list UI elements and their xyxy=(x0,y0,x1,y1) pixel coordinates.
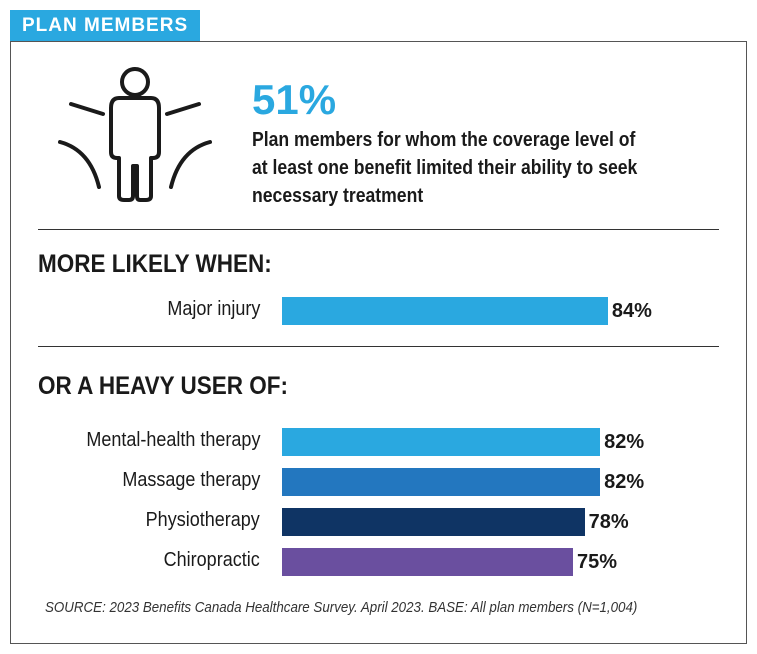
bar xyxy=(282,548,573,576)
bar-label: Chiropractic xyxy=(163,549,260,571)
bar xyxy=(282,297,608,325)
divider xyxy=(38,229,719,230)
person-icon xyxy=(58,67,212,202)
bar-label: Major injury xyxy=(166,298,260,320)
bar-value-label: 75% xyxy=(577,551,618,573)
divider xyxy=(38,346,719,347)
bar-label: Physiotherapy xyxy=(145,509,260,531)
infographic-frame xyxy=(10,41,747,644)
bar xyxy=(282,468,601,496)
chart-title-more-likely: MORE LIKELY WHEN: xyxy=(38,250,272,278)
bar-label: Mental-health therapy xyxy=(85,429,260,451)
headline-description: Plan members for whom the coverage level… xyxy=(252,129,638,207)
chart-title-heavy-user: OR A HEAVY USER OF: xyxy=(38,372,289,400)
section-tag: PLAN MEMBERS xyxy=(10,10,201,41)
bar xyxy=(282,428,601,456)
bar-label: Massage therapy xyxy=(121,469,260,491)
bar-value-label: 78% xyxy=(588,511,629,533)
headline-stat: 51% xyxy=(252,76,337,123)
source-note: SOURCE: 2023 Benefits Canada Healthcare … xyxy=(45,600,638,616)
bar xyxy=(282,508,585,536)
bar-value-label: 82% xyxy=(604,431,645,453)
bar-value-label: 82% xyxy=(604,471,645,493)
bar-value-label: 84% xyxy=(611,300,652,322)
